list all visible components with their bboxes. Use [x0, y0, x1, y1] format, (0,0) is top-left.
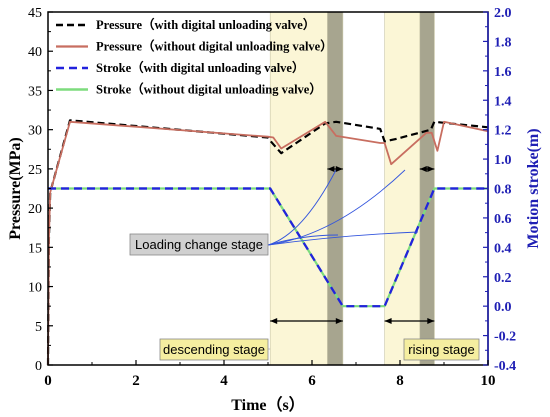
annotation-label: rising stage — [408, 342, 474, 357]
series-layer — [46, 119, 489, 366]
y-tick-label: 15 — [28, 241, 42, 256]
y-tick-label: 40 — [28, 45, 42, 60]
x-axis-label: Time（s） — [231, 396, 305, 414]
x-tick-label: 2 — [132, 373, 140, 389]
y2-tick-label: 1.0 — [494, 153, 512, 168]
y-tick-label: 5 — [35, 320, 42, 335]
legend-label: Pressure（with digital unloading valve） — [96, 17, 315, 32]
arrowhead — [427, 318, 435, 324]
y-tick-label: 0 — [35, 359, 42, 374]
y2-tick-label: 0.0 — [494, 300, 512, 315]
y2-tick-label: 0.8 — [494, 183, 512, 198]
annotation-leader — [267, 231, 419, 246]
shaded-region — [327, 11, 344, 366]
legend: Pressure（with digital unloading valve） Pr… — [56, 17, 333, 97]
y-tick-label: 25 — [28, 163, 42, 178]
annotation-leader — [267, 169, 337, 246]
y2-axis-label: Motion stroke(m) — [525, 128, 542, 248]
arrowhead — [384, 318, 392, 324]
y2-tick-label: 0.2 — [494, 271, 512, 286]
shaded-region — [419, 11, 435, 366]
arrowhead — [327, 166, 335, 172]
x-tick-label: 8 — [396, 373, 404, 389]
y2-tick-label: -0.4 — [494, 359, 516, 374]
y2-tick-label: -0.2 — [494, 330, 516, 345]
x-tick-label: 6 — [308, 373, 316, 389]
arrowhead — [335, 318, 343, 324]
y2-tick-label: 1.2 — [494, 124, 512, 139]
series-line-overlay — [48, 187, 488, 308]
y-axis-label: Pressure(MPa) — [7, 137, 24, 239]
legend-label: Pressure（without digital unloading valve… — [96, 39, 333, 54]
y2-tick-label: 0.4 — [494, 241, 512, 256]
x-tick-label: 10 — [481, 373, 496, 389]
legend-label: Stroke（without digital unloading valve） — [96, 82, 322, 97]
y-tick-label: 10 — [28, 281, 42, 296]
y2-tick-label: 1.6 — [494, 65, 512, 80]
y2-tick-label: 0.6 — [494, 212, 512, 227]
y2-tick-label: 1.8 — [494, 35, 512, 50]
x-tick-label: 0 — [44, 373, 52, 389]
y-tick-label: 45 — [28, 6, 42, 21]
y-tick-label: 30 — [28, 124, 42, 139]
annotation-label: Loading change stage — [135, 237, 263, 252]
series-line — [47, 120, 489, 366]
annotation-label: descending stage — [163, 342, 265, 357]
annotation-box — [403, 338, 480, 361]
annotation-leader — [267, 234, 339, 246]
axes: 051015202530354045-0.4-0.20.00.20.40.60.… — [7, 6, 542, 414]
y2-tick-label: 2.0 — [494, 6, 512, 21]
arrowhead — [419, 166, 427, 172]
annotation-box — [159, 338, 269, 361]
x-tick-label: 4 — [220, 373, 228, 389]
y2-tick-label: 1.4 — [494, 94, 512, 109]
y-tick-label: 20 — [28, 202, 42, 217]
arrowhead — [335, 166, 343, 172]
legend-label: Stroke（with digital unloading valve） — [96, 60, 304, 75]
arrowhead — [270, 318, 278, 324]
annotation-leader — [267, 169, 406, 246]
shaded-regions — [269, 11, 435, 366]
y-tick-label: 35 — [28, 84, 42, 99]
series-line — [46, 119, 489, 366]
annotation-box — [129, 233, 269, 256]
arrowhead — [427, 166, 435, 172]
annotation-layer: Loading change stage descending stage risi… — [129, 166, 480, 361]
